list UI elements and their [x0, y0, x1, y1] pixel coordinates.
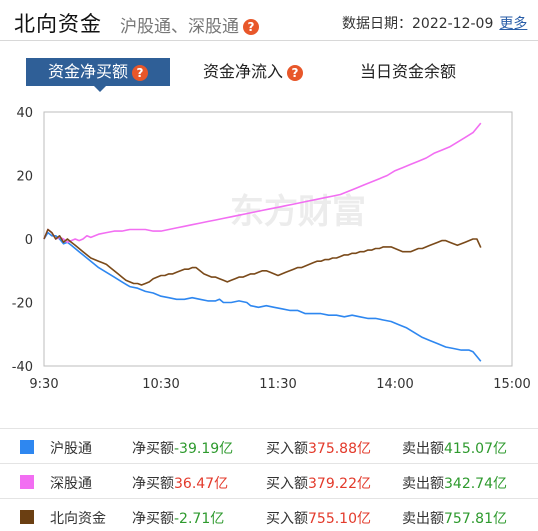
- help-icon[interactable]: ?: [287, 64, 303, 81]
- buy-value: 755.10亿: [308, 511, 371, 527]
- legend-row: 北向资金 净买额-2.71亿 买入额755.10亿 卖出额757.81亿: [0, 500, 538, 531]
- net-buy-cell: 净买额36.47亿: [132, 473, 228, 493]
- series-line: [43, 122, 482, 243]
- tab-net-inflow-label: 资金净流入: [202, 62, 283, 81]
- help-icon[interactable]: ?: [243, 19, 259, 35]
- sell-label: 卖出额: [402, 511, 444, 527]
- legend-swatch: [20, 475, 34, 489]
- tab-net-buy[interactable]: 资金净买额?: [26, 58, 170, 86]
- row-divider: [0, 463, 538, 464]
- more-link[interactable]: 更多: [499, 16, 528, 32]
- row-divider: [0, 428, 538, 429]
- sell-value: 342.74亿: [444, 476, 507, 492]
- net-buy-value: -39.19亿: [174, 441, 234, 457]
- date-area: 数据日期：2022-12-09 更多: [342, 13, 527, 33]
- sell-value: 757.81亿: [444, 511, 507, 527]
- legend-swatch: [20, 440, 34, 454]
- sell-value: 415.07亿: [444, 441, 507, 457]
- sell-cell: 卖出额757.81亿: [402, 508, 507, 528]
- legend-name: 北向资金: [50, 511, 106, 527]
- buy-value: 375.88亿: [308, 441, 371, 457]
- legend-name: 沪股通: [50, 441, 92, 457]
- y-tick-label: 40: [16, 106, 33, 121]
- sell-label: 卖出额: [402, 476, 444, 492]
- net-buy-label: 净买额: [132, 441, 174, 457]
- legend-row: 深股通 净买额36.47亿 买入额379.22亿 卖出额342.74亿: [0, 465, 538, 499]
- buy-value: 379.22亿: [308, 476, 371, 492]
- net-buy-cell: 净买额-39.19亿: [132, 438, 233, 458]
- series-line: [43, 228, 482, 286]
- x-tick-label: 14:00: [376, 377, 413, 392]
- net-buy-value: -2.71亿: [174, 511, 225, 527]
- sell-label: 卖出额: [402, 441, 444, 457]
- page-title: 北向资金: [14, 12, 102, 36]
- y-tick-label: 0: [25, 233, 33, 248]
- series-line: [43, 231, 482, 362]
- subtitle: 沪股通、深股通?: [120, 12, 259, 37]
- x-tick-label: 11:30: [259, 377, 296, 392]
- sell-cell: 卖出额342.74亿: [402, 473, 507, 493]
- y-tick-label: -20: [12, 297, 33, 312]
- x-tick-label: 10:30: [142, 377, 179, 392]
- legend-name: 深股通: [50, 476, 92, 492]
- header: 北向资金 沪股通、深股通? 数据日期：2022-12-09 更多: [0, 0, 538, 42]
- help-icon[interactable]: ?: [132, 64, 148, 81]
- net-buy-label: 净买额: [132, 476, 174, 492]
- y-tick-label: -40: [12, 360, 33, 375]
- date-value: 2022-12-09: [412, 16, 494, 32]
- date-label: 数据日期：: [342, 16, 412, 32]
- buy-label: 买入额: [266, 476, 308, 492]
- active-tab-caret: [94, 86, 106, 92]
- legend-swatch: [20, 510, 34, 524]
- legend-row: 沪股通 净买额-39.19亿 买入额375.88亿 卖出额415.07亿: [0, 430, 538, 464]
- x-tick-label: 9:30: [29, 377, 58, 392]
- tab-net-inflow[interactable]: 资金净流入?: [188, 58, 318, 86]
- header-divider: [0, 40, 538, 41]
- buy-label: 买入额: [266, 441, 308, 457]
- chart-area: 东方财富 40 20 0 -20 -40 9:30 10:30 11:30 14:00 15:00: [0, 100, 538, 400]
- tab-balance[interactable]: 当日资金余额: [340, 58, 476, 86]
- y-tick-label: 20: [16, 170, 33, 185]
- tab-bar: 资金净买额? 资金净流入? 当日资金余额: [0, 58, 538, 90]
- sell-cell: 卖出额415.07亿: [402, 438, 507, 458]
- buy-cell: 买入额379.22亿: [266, 473, 371, 493]
- tab-net-buy-label: 资金净买额: [47, 62, 128, 81]
- x-tick-label: 15:00: [493, 377, 530, 392]
- net-buy-label: 净买额: [132, 511, 174, 527]
- net-buy-value: 36.47亿: [174, 476, 229, 492]
- subtitle-text: 沪股通、深股通: [120, 17, 239, 37]
- buy-label: 买入额: [266, 511, 308, 527]
- buy-cell: 买入额375.88亿: [266, 438, 371, 458]
- net-buy-cell: 净买额-2.71亿: [132, 508, 224, 528]
- tab-balance-label: 当日资金余额: [359, 62, 456, 81]
- buy-cell: 买入额755.10亿: [266, 508, 371, 528]
- row-divider: [0, 498, 538, 499]
